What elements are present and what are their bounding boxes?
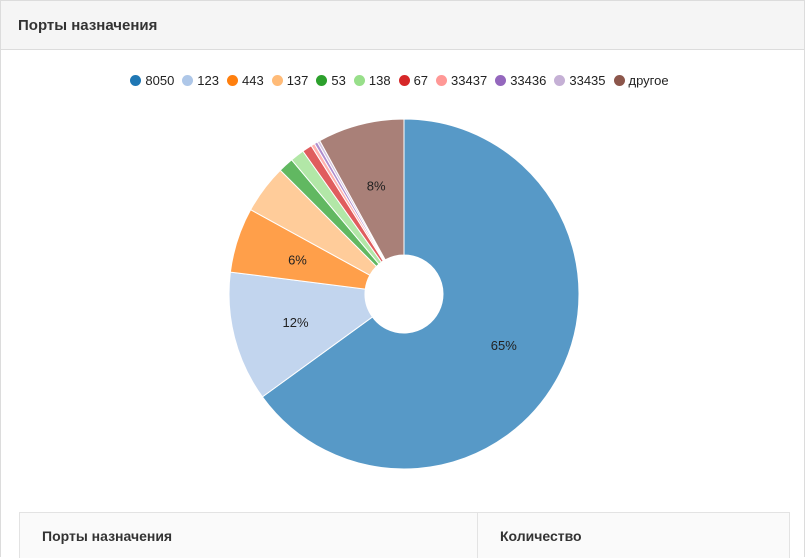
panel-title: Порты назначения (18, 16, 158, 34)
legend-swatch (554, 75, 566, 86)
legend-label: другое (628, 73, 669, 88)
legend-item[interactable]: 33435 (554, 73, 606, 88)
legend-label: 67 (413, 73, 429, 88)
legend-label: 137 (286, 73, 309, 88)
legend-swatch (130, 75, 142, 86)
slice-label: 8% (367, 179, 386, 194)
legend-item[interactable]: 53 (316, 73, 346, 88)
panel-header: Порты назначения (1, 1, 804, 50)
chart-legend: 8050 123 443 137 53 138 67 33437 33436 33435 друго… (1, 73, 806, 88)
legend-swatch (316, 75, 328, 86)
legend-swatch (227, 75, 238, 86)
slice-label: 65% (491, 338, 517, 353)
pie-slice-8050[interactable] (261, 118, 580, 470)
table-header-count[interactable]: Количество (500, 527, 582, 544)
pie-chart: 65% 12% 6% 8% (228, 118, 580, 470)
legend-item[interactable]: 137 (271, 73, 309, 88)
legend-item[interactable]: 33437 (436, 73, 487, 88)
legend-swatch (271, 75, 283, 86)
legend-label: 33435 (569, 73, 606, 88)
legend-item[interactable]: другое (613, 73, 669, 88)
legend-label: 33437 (451, 73, 488, 88)
legend-item[interactable]: 443 (227, 73, 264, 88)
slice-label: 6% (288, 252, 307, 267)
legend-label: 123 (197, 73, 219, 88)
legend-swatch (436, 75, 448, 86)
legend-swatch (182, 75, 194, 86)
legend-item[interactable]: 67 (398, 73, 429, 88)
legend-swatch (613, 75, 625, 86)
legend-swatch (398, 75, 410, 86)
legend-item[interactable]: 8050 (130, 73, 174, 88)
pie-slice-123[interactable] (228, 271, 374, 398)
legend-item[interactable]: 138 (353, 73, 391, 88)
legend-item[interactable]: 33436 (495, 73, 546, 88)
legend-swatch (495, 75, 507, 86)
legend-label: 138 (368, 73, 391, 88)
legend-label: 33436 (510, 73, 547, 88)
pie-slice-другое[interactable] (319, 118, 405, 261)
table-header-ports[interactable]: Порты назначения (20, 513, 478, 558)
legend-label: 443 (242, 73, 264, 88)
legend-label: 53 (331, 73, 346, 88)
legend-item[interactable]: 123 (182, 73, 219, 88)
legend-label: 8050 (145, 73, 175, 88)
ports-table: Порты назначения Количество (19, 512, 790, 558)
slice-label: 12% (283, 315, 309, 330)
legend-swatch (353, 75, 365, 86)
